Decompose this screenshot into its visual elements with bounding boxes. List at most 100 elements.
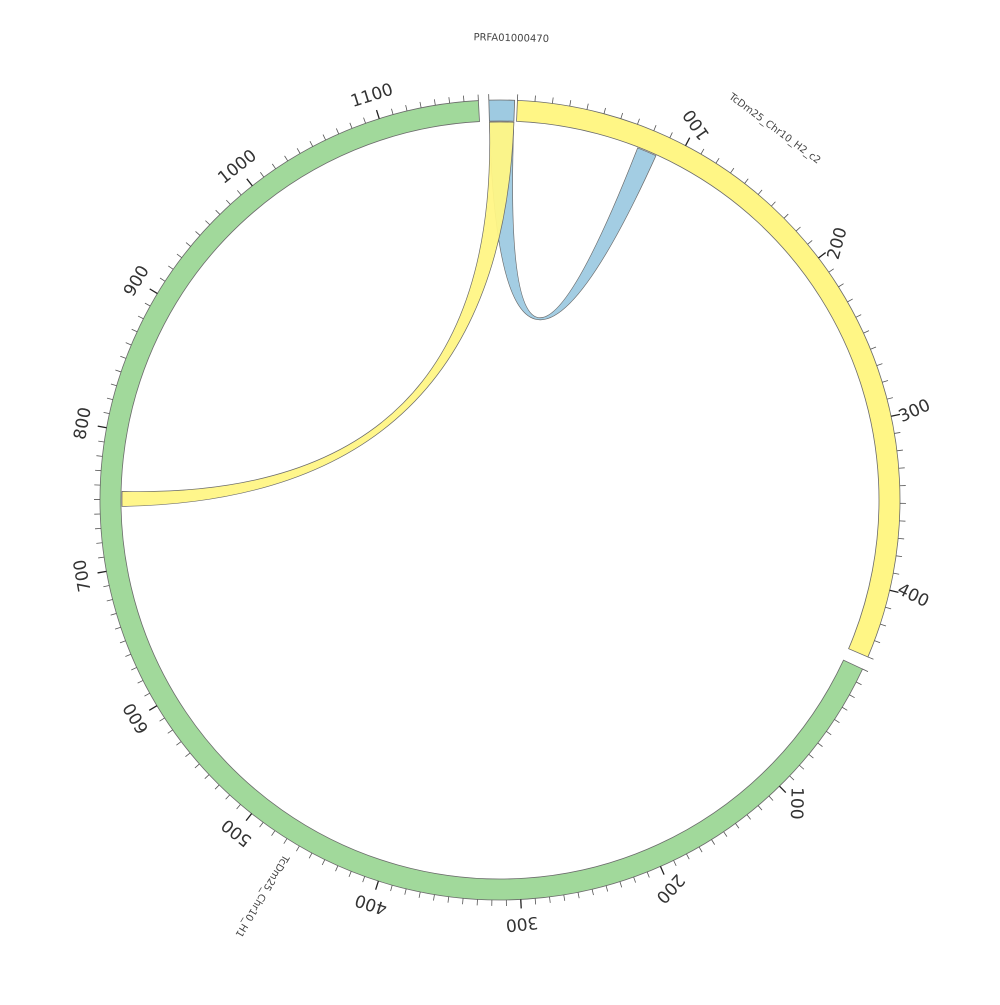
- tick-minor: [637, 119, 639, 125]
- tick-minor: [856, 682, 861, 685]
- tick-minor: [885, 607, 891, 609]
- tick-minor: [138, 316, 143, 319]
- tick-major: [686, 138, 690, 146]
- segment-h2: [517, 100, 900, 657]
- tick-minor: [160, 718, 165, 721]
- tick-minor: [335, 866, 337, 871]
- links-layer: [122, 122, 656, 506]
- tick-minor: [647, 872, 649, 878]
- sequence-name-h1: TcDm25_Chr10_H1: [233, 852, 291, 939]
- tick-minor: [364, 118, 366, 124]
- tick-minor: [535, 898, 536, 904]
- tick-minor: [621, 113, 623, 119]
- tick-minor: [115, 627, 121, 629]
- tick-minor: [272, 164, 275, 169]
- tick-label-h1: 700: [70, 558, 95, 593]
- tick-minor: [856, 315, 861, 318]
- tick-label-h1: 1100: [348, 80, 395, 112]
- tick-minor: [894, 432, 900, 433]
- sequence-name-prfa01000470: PRFA01000470: [473, 32, 549, 45]
- tick-minor: [849, 695, 854, 698]
- tick-minor: [186, 243, 191, 247]
- tick-minor: [604, 108, 606, 114]
- tick-minor: [226, 200, 230, 204]
- tick-minor: [771, 202, 775, 206]
- tick-label-h1: 300: [505, 912, 539, 935]
- tick-minor: [745, 179, 749, 184]
- tick-minor: [237, 804, 241, 809]
- tick-minor: [111, 613, 117, 615]
- tick-minor: [96, 456, 102, 457]
- tick-minor: [336, 128, 338, 133]
- tick-minor: [132, 329, 137, 332]
- tick-minor: [296, 846, 299, 851]
- tick-minor: [896, 556, 902, 557]
- tick-minor: [160, 278, 165, 281]
- tick-minor: [260, 822, 264, 827]
- tick-minor: [809, 754, 814, 758]
- tick-minor: [818, 743, 823, 747]
- tick-label-h2: 300: [896, 395, 934, 427]
- tick-minor: [98, 441, 104, 442]
- tick-minor: [874, 641, 880, 643]
- tick-minor: [897, 450, 903, 451]
- tick-label-h1: 500: [218, 814, 256, 850]
- tick-minor: [620, 882, 622, 888]
- tick-minor: [898, 538, 904, 539]
- tick-minor: [829, 269, 834, 272]
- tick-minor: [125, 654, 131, 656]
- tick-minor: [111, 384, 117, 386]
- tick-minor: [448, 897, 449, 903]
- tick-minor: [406, 105, 407, 111]
- tick-minor: [237, 190, 241, 195]
- tick-minor: [104, 412, 110, 413]
- tick-minor: [747, 815, 751, 820]
- tick-minor: [606, 886, 608, 892]
- tick-minor: [449, 97, 450, 103]
- tick-minor: [195, 764, 200, 768]
- tick-minor: [808, 240, 813, 244]
- tick-minor: [587, 104, 588, 110]
- tick-minor: [864, 331, 869, 334]
- tick-minor: [838, 284, 843, 287]
- tick-minor: [168, 730, 173, 733]
- tick-minor: [863, 669, 868, 672]
- tick-minor: [363, 876, 365, 882]
- tick-major: [98, 571, 107, 573]
- tick-minor: [120, 641, 126, 643]
- tick-minor: [634, 877, 636, 883]
- tick-minor: [735, 823, 739, 828]
- tick-minor: [790, 776, 794, 780]
- tick-minor: [882, 380, 888, 382]
- tick-minor: [564, 895, 565, 901]
- tick-minor: [107, 600, 113, 601]
- tick-major: [246, 814, 252, 821]
- tick-minor: [144, 693, 149, 696]
- tick-minor: [205, 221, 209, 225]
- tick-minor: [716, 158, 719, 163]
- tick-minor: [880, 624, 886, 626]
- tick-minor: [107, 398, 113, 400]
- tick-minor: [215, 785, 219, 789]
- tick-minor: [98, 557, 104, 558]
- tick-minor: [323, 135, 326, 140]
- tick-minor: [185, 753, 190, 757]
- tick-minor: [176, 742, 181, 746]
- tick-minor: [297, 148, 300, 153]
- tick-minor: [701, 149, 704, 154]
- tick-minor: [309, 853, 312, 858]
- tick-minor: [272, 831, 275, 836]
- tick-minor: [168, 266, 173, 269]
- tick-minor: [177, 254, 182, 258]
- tick-minor: [420, 102, 421, 108]
- tick-minor: [145, 303, 150, 306]
- tick-minor: [699, 847, 702, 852]
- tick-major: [660, 866, 664, 874]
- tick-minor: [758, 806, 762, 811]
- tick-minor: [131, 667, 136, 670]
- tick-minor: [310, 141, 313, 146]
- tick-minor: [322, 860, 325, 865]
- tick-label-h1: 600: [119, 699, 153, 737]
- tick-major: [376, 881, 379, 890]
